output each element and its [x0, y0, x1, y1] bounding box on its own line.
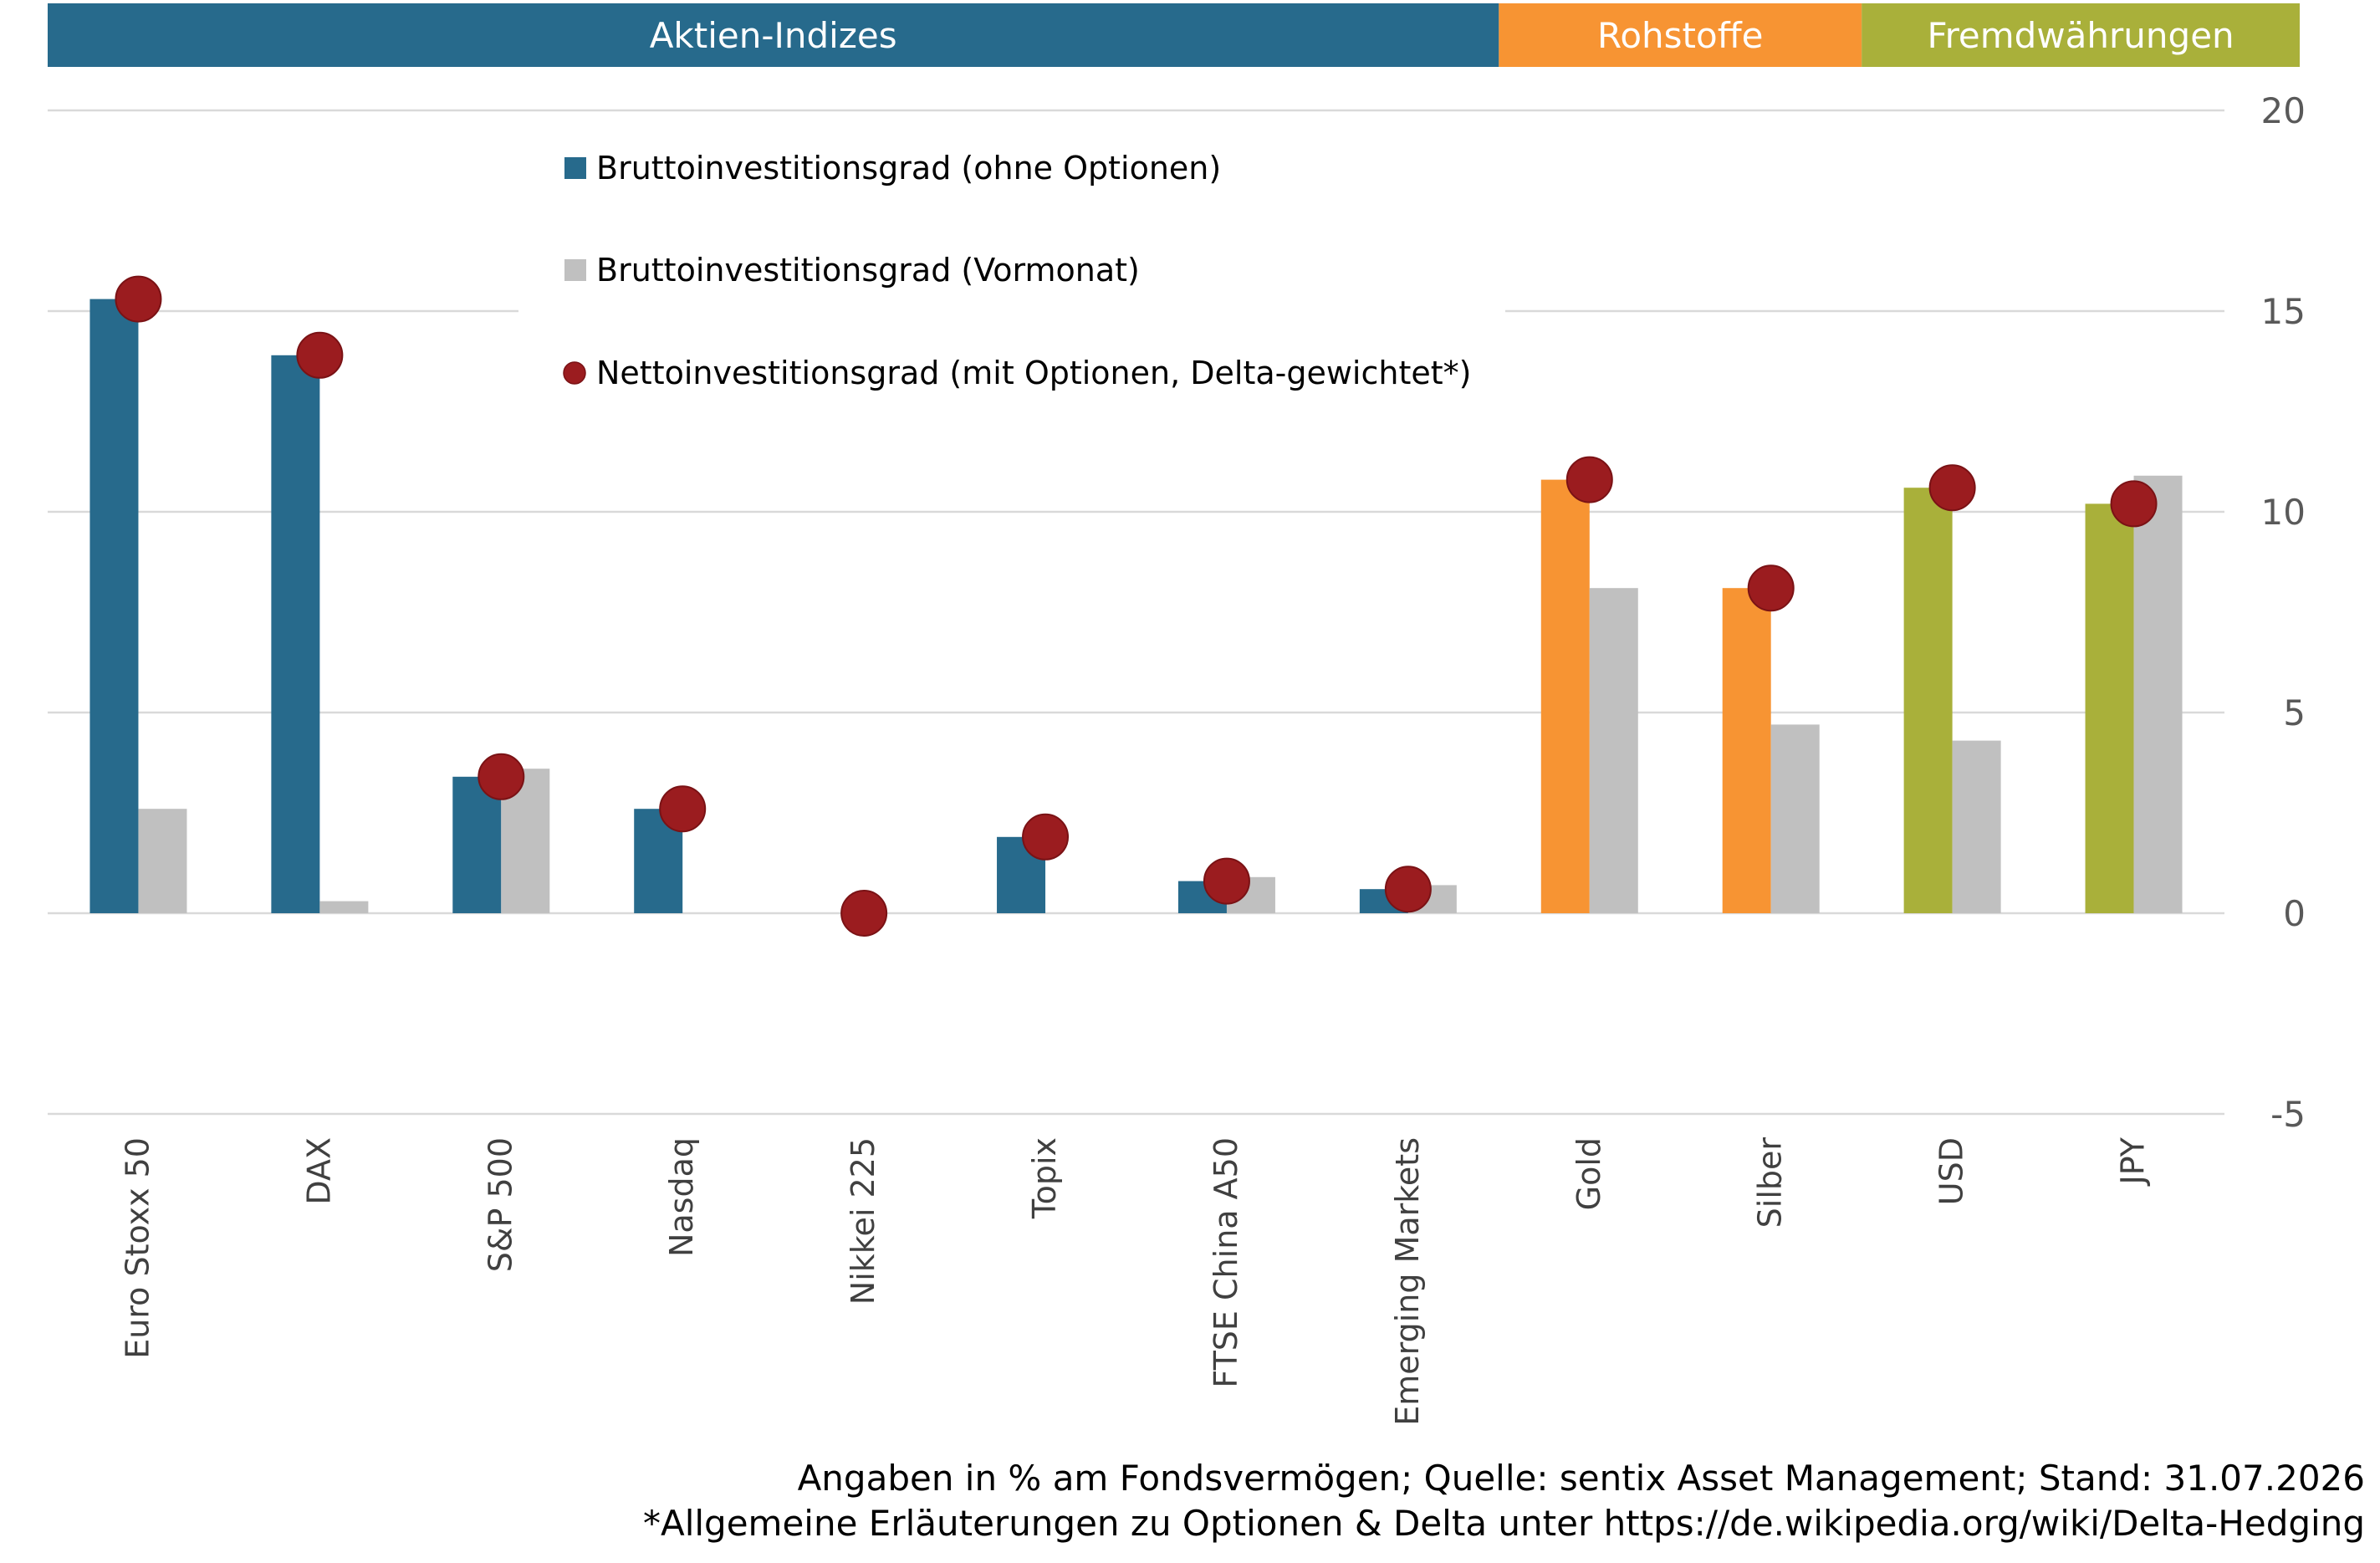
y-tick-label: -5 [2270, 1094, 2306, 1135]
category-band [48, 3, 1499, 67]
net-exposure-marker [478, 753, 525, 800]
x-category-label: Topix [1026, 1137, 1063, 1219]
net-exposure-marker [1384, 866, 1432, 913]
y-tick-label: 15 [2261, 291, 2306, 332]
category-band-label: Fremdwährungen [1927, 15, 2234, 56]
bar-previous-month [1589, 588, 1638, 913]
x-category-label: USD [1933, 1137, 1970, 1205]
bar-current [271, 355, 320, 913]
gridlines [48, 109, 2224, 1116]
x-axis-labels: Euro Stoxx 50 DAX S&P 500 Nasdaq Nikkei 225 T… [119, 1136, 2151, 1426]
y-axis-ticks: -5 0 5 10 15 20 [2261, 90, 2306, 1135]
y-tick-label: 20 [2261, 90, 2306, 131]
net-exposure-marker [659, 785, 707, 833]
footnote-text: Angaben in % am Fondsvermögen; Quelle: s… [798, 1458, 2365, 1499]
net-exposure-marker [1928, 464, 1976, 512]
x-category-label: DAX [300, 1137, 337, 1205]
category-group-header: Aktien-Indizes Rohstoffe Fremdwährungen [48, 3, 2300, 67]
bar-current [89, 299, 139, 914]
category-band [1499, 3, 1862, 67]
bar-previous-month [1952, 740, 2001, 913]
y-tick-label: 5 [2283, 692, 2306, 733]
category-band-label: Aktien-Indizes [650, 15, 897, 56]
category-band [1862, 3, 2300, 67]
legend-label: Nettoinvestitionsgrad (mit Optionen, Del… [596, 355, 1471, 391]
category-band-label: Rohstoffe [1597, 15, 1763, 56]
markers [115, 275, 2158, 937]
legend-swatch [563, 361, 586, 385]
legend: Bruttoinvestitionsgrad (ohne Optionen) Br… [563, 150, 1471, 391]
net-exposure-marker [840, 890, 888, 937]
net-exposure-marker [1203, 857, 1250, 905]
x-category-label: Euro Stoxx 50 [119, 1137, 156, 1359]
legend-swatch [564, 157, 586, 179]
bar-current [1540, 479, 1590, 913]
net-exposure-marker [1565, 456, 1613, 503]
x-category-label: JPY [2115, 1136, 2152, 1186]
legend-label: Bruttoinvestitionsgrad (Vormonat) [596, 252, 1140, 289]
legend-swatch [564, 259, 586, 281]
bar-previous-month [138, 809, 187, 913]
bar-previous-month [2133, 475, 2183, 913]
bar-current [2085, 503, 2134, 913]
net-exposure-marker [1022, 813, 1070, 861]
x-category-label: Emerging Markets [1389, 1137, 1426, 1426]
bar-current [452, 776, 502, 913]
x-category-label: S&P 500 [482, 1137, 518, 1272]
x-category-label: FTSE China A50 [1208, 1137, 1244, 1388]
net-exposure-marker [115, 275, 162, 323]
bar-previous-month [319, 901, 369, 913]
footnotes: Angaben in % am Fondsvermögen; Quelle: s… [643, 1458, 2365, 1544]
net-exposure-marker [2110, 480, 2158, 528]
bar-previous-month [1770, 724, 1820, 913]
net-exposure-marker [1747, 564, 1795, 612]
y-tick-label: 10 [2261, 492, 2306, 533]
x-category-label: Silber [1752, 1137, 1789, 1228]
bar-current [1903, 488, 1953, 913]
legend-label: Bruttoinvestitionsgrad (ohne Optionen) [596, 150, 1221, 186]
bar-current [1722, 588, 1771, 913]
x-category-label: Gold [1570, 1137, 1607, 1210]
x-category-label: Nasdaq [663, 1137, 700, 1257]
x-category-label: Nikkei 225 [845, 1137, 881, 1305]
y-tick-label: 0 [2283, 893, 2306, 934]
net-exposure-marker [296, 331, 344, 379]
footnote-text: *Allgemeine Erläuterungen zu Optionen & … [643, 1503, 2365, 1544]
